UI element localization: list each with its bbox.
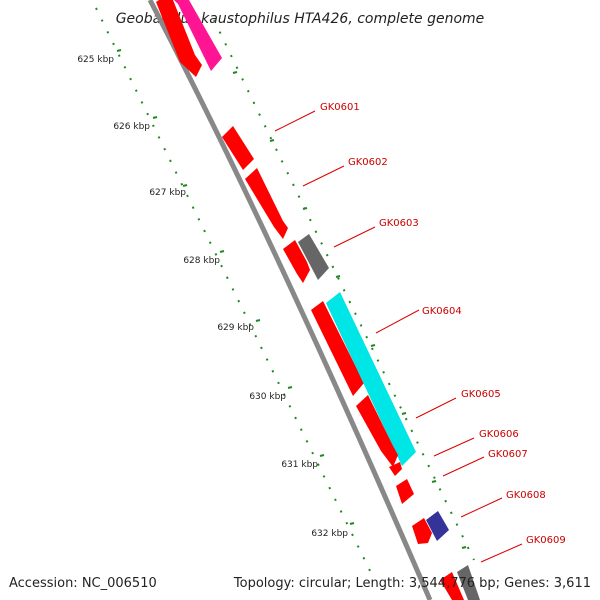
tick-mark [152, 116, 158, 119]
gene-block[interactable] [426, 511, 449, 541]
tick-mark [401, 412, 407, 415]
tick-mark [116, 49, 122, 52]
label-leader-line [302, 165, 345, 187]
gene-block[interactable] [440, 572, 464, 600]
tick-label: 626 kbp [113, 122, 150, 132]
gene-label[interactable]: GK0602 [348, 157, 388, 168]
right-tick-track [213, 19, 475, 561]
gene-label[interactable]: GK0601 [320, 102, 360, 113]
genome-title: Geobacillus kaustophilus HTA426, complet… [116, 11, 485, 27]
genome-backbone [147, 0, 433, 600]
label-leader-line [375, 309, 420, 334]
gene-block[interactable] [283, 240, 310, 283]
gene-block[interactable] [311, 301, 364, 396]
label-leader-line [460, 497, 503, 518]
tick-label: 625 kbp [77, 55, 114, 65]
gene-block[interactable] [412, 518, 432, 544]
tick-mark [431, 480, 437, 483]
gene-block[interactable] [389, 462, 402, 476]
label-leader-line [442, 456, 485, 477]
gene-label[interactable]: GK0609 [526, 535, 566, 546]
gene-block[interactable] [356, 395, 398, 467]
tick-mark [232, 71, 238, 74]
tick-label: 629 kbp [217, 323, 254, 333]
gene-label[interactable]: GK0605 [461, 389, 501, 400]
tick-mark [302, 207, 308, 210]
gene-block[interactable] [245, 168, 288, 239]
label-leader-line [333, 226, 376, 248]
gene-label[interactable]: GK0608 [506, 490, 546, 501]
gene-label[interactable]: GK0604 [422, 306, 462, 317]
left-tick-track [95, 7, 373, 576]
tick-mark [287, 386, 293, 389]
tick-mark [219, 250, 225, 253]
gene-label[interactable]: GK0603 [379, 218, 419, 229]
accession-text: Accession: NC_006510 [9, 576, 157, 591]
gene-block[interactable] [222, 126, 254, 170]
gene-block[interactable] [326, 292, 416, 466]
gene-block[interactable] [457, 565, 480, 600]
tick-mark [269, 139, 275, 142]
tick-label: 631 kbp [281, 460, 318, 470]
gene-block[interactable] [298, 234, 329, 280]
tick-mark [255, 319, 261, 322]
tick-mark [319, 454, 325, 457]
label-leader-line [433, 437, 475, 457]
tick-mark [182, 184, 188, 187]
gene-block[interactable] [174, 0, 222, 71]
tick-mark [461, 546, 467, 549]
tick-label: 632 kbp [311, 529, 348, 539]
tick-mark [370, 344, 376, 347]
label-leader-line [274, 110, 316, 132]
gene-label[interactable]: GK0606 [479, 429, 519, 440]
label-leader-line [415, 397, 457, 419]
tick-mark [335, 275, 341, 278]
tick-label: 630 kbp [249, 392, 286, 402]
gene-label[interactable]: GK0607 [488, 449, 528, 460]
tick-label: 627 kbp [149, 188, 186, 198]
tick-label: 628 kbp [183, 256, 220, 266]
label-leader-line [480, 543, 523, 563]
gene-block[interactable] [156, 0, 202, 77]
gene-block[interactable] [396, 479, 414, 504]
topology-text: Topology: circular; Length: 3,544,776 bp… [233, 576, 591, 591]
tick-mark [349, 522, 355, 525]
